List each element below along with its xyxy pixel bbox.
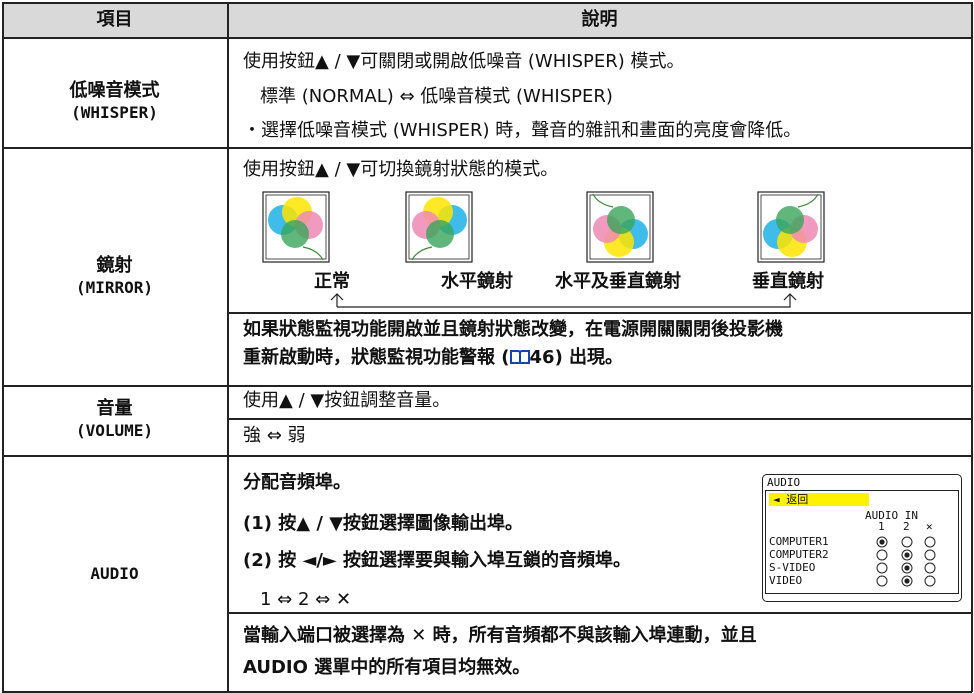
item: 低噪音模式 (69, 80, 160, 101)
text: (2) 按 ◄/► 按鈕選擇要與輸入埠互鎖的音頻埠。 (243, 550, 632, 571)
menu-row: S-VIDEO (769, 561, 816, 574)
text: 重新啟動時，狀態監視功能警報 ( 46) 出現。 (243, 347, 623, 369)
header-item: 項目 (96, 9, 133, 30)
text: 使用按鈕▲ / ▼可切換鏡射狀態的模式。 (243, 159, 559, 180)
radio-buttons (876, 536, 936, 587)
header-description: 說明 (581, 9, 618, 30)
text: 重新啟動時，狀態監視功能警報 ( (243, 347, 510, 368)
menu-row: VIDEO (769, 574, 803, 587)
mirror-illustrations (262, 191, 825, 308)
text: 強 ⇔ 弱 (243, 425, 306, 446)
mode-label: 正常 (314, 271, 350, 292)
text: ) 出現。 (554, 347, 624, 368)
item-en: (MIRROR) (75, 278, 154, 297)
item-en: (VOLUME) (75, 421, 154, 440)
item: 音量 (96, 398, 133, 419)
text: 標準 (NORMAL) ⇔ 低噪音模式 (WHISPER) (260, 86, 613, 107)
menu-row: COMPUTER1 (769, 535, 829, 548)
text: AUDIO 選單中的所有項目均無效。 (243, 657, 531, 678)
text: 如果狀態監視功能開啟並且鏡射狀態改變，在電源開關關閉後投影機 (243, 319, 783, 340)
mode-label: 水平鏡射 (441, 271, 513, 292)
menu-column: 1 (878, 520, 885, 533)
item: 鏡射 (96, 255, 133, 276)
text: ・選擇低噪音模式 (WHISPER) 時，聲音的雜訊和畫面的亮度會降低。 (243, 120, 802, 141)
menu-column-title: AUDIO IN (865, 509, 918, 522)
menu-title: AUDIO (767, 476, 801, 489)
book-icon (509, 350, 530, 365)
audio-menu: AUDIO ◄ 返回 AUDIO IN 1 2 ✕ COMPUTER1 COMP… (762, 474, 962, 602)
text: 使用▲ / ▼按鈕調整音量。 (243, 390, 451, 411)
item-en: (WHISPER) (71, 103, 158, 122)
mode-label: 垂直鏡射 (752, 271, 824, 292)
menu-column: ✕ (926, 520, 933, 533)
text: (1) 按▲ / ▼按鈕選擇圖像輸出埠。 (243, 513, 524, 534)
menu-row: COMPUTER2 (769, 548, 829, 561)
text: 分配音頻埠。 (243, 472, 351, 493)
text: 當輸入端口被選擇為 ✕ 時，所有音頻都不與該輸入埠連動，並且 (243, 625, 757, 646)
page-ref: 46 (529, 347, 555, 368)
item: AUDIO (90, 564, 139, 583)
mode-label: 水平及垂直鏡射 (555, 271, 681, 292)
text: 使用按鈕▲ / ▼可關閉或開啟低噪音 (WHISPER) 模式。 (243, 51, 685, 72)
header-bg (2, 2, 972, 37)
menu-back: ◄ 返回 (769, 493, 869, 506)
menu-panel (765, 490, 959, 594)
menu-column: 2 (903, 520, 910, 533)
text: 1 ⇔ 2 ⇔ ✕ (260, 589, 352, 610)
